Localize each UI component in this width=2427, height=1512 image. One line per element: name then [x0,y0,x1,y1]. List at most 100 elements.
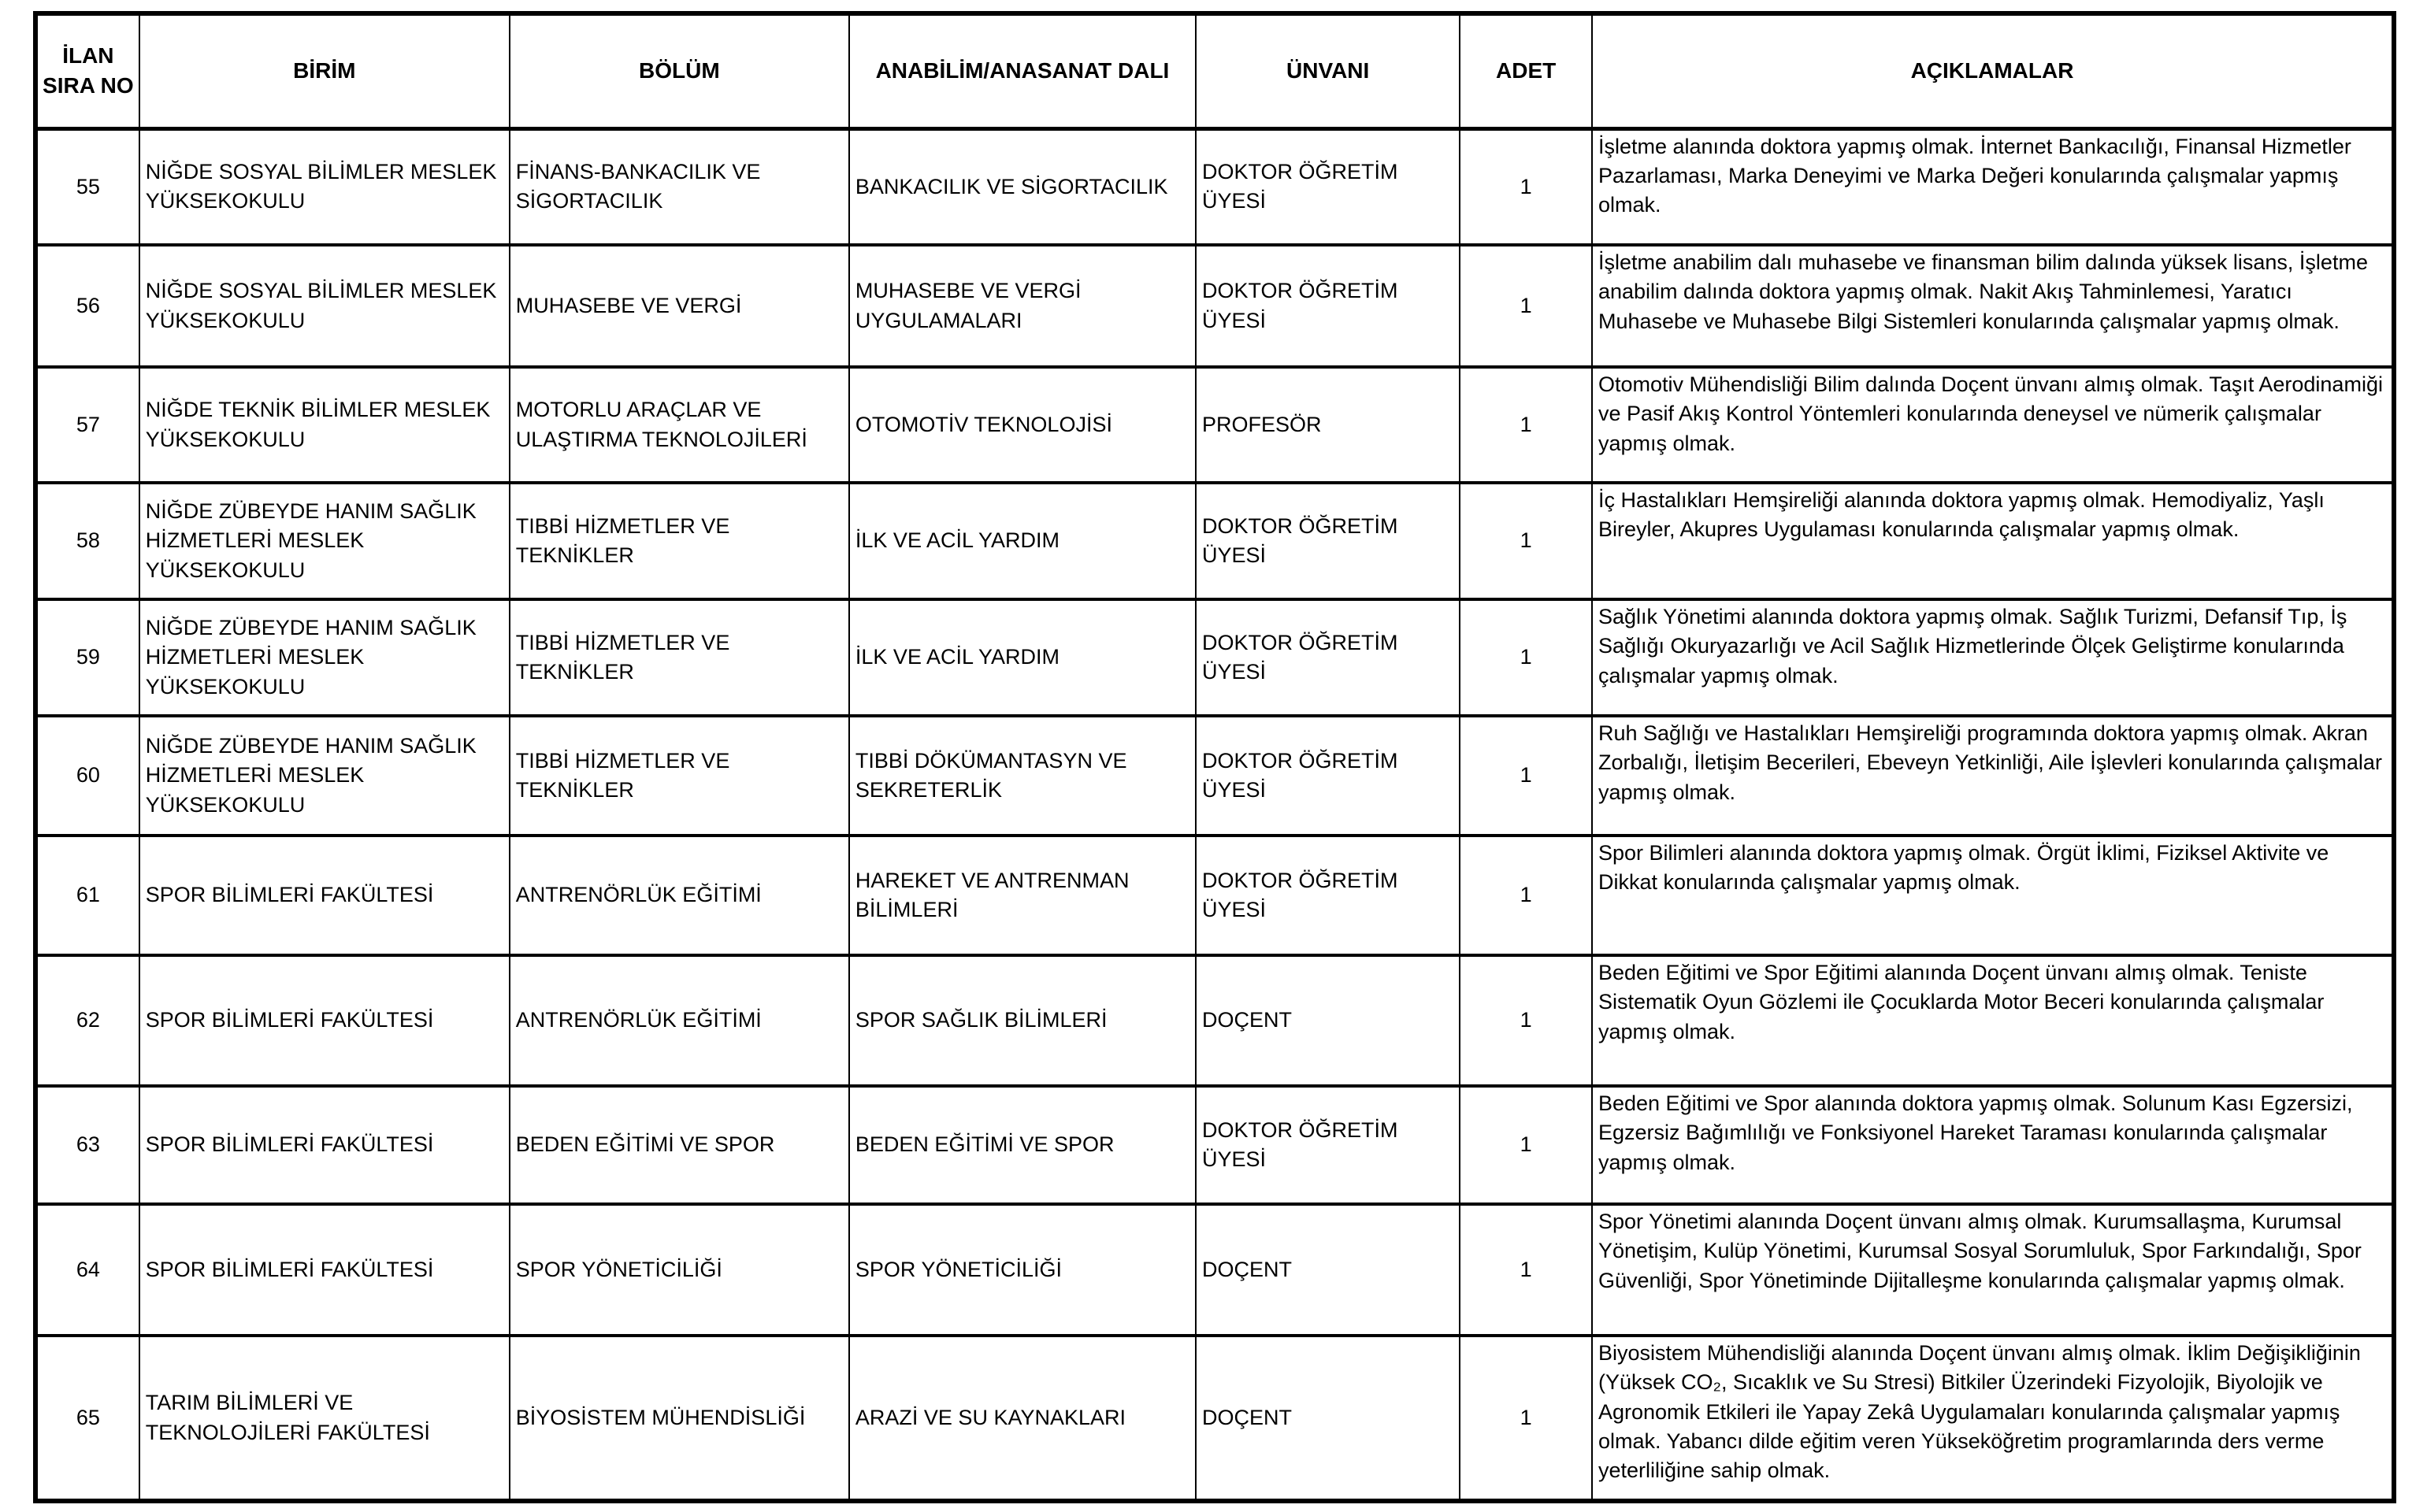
cell-anabilim: HAREKET VE ANTRENMAN BİLİMLERİ [848,834,1197,957]
cell-unvani: DOÇENT [1195,1334,1461,1503]
cell-birim: NİĞDE SOSYAL BİLİMLER MESLEK YÜKSEKOKULU [138,127,510,246]
cell-birim: NİĞDE ZÜBEYDE HANIM SAĞLIK HİZMETLERİ ME… [138,598,510,717]
cell-adet: 1 [1459,954,1593,1088]
column-header-bolum: BÖLÜM [508,13,850,131]
cell-adet: 1 [1459,1203,1593,1337]
column-header-unvani: ÜNVANI [1195,13,1461,131]
cell-bolum: FİNANS-BANKACILIK VE SİGORTACILIK [508,127,850,246]
cell-unvani: DOKTOR ÖĞRETİM ÜYESİ [1195,714,1461,837]
cell-birim: SPOR BİLİMLERİ FAKÜLTESİ [138,1203,510,1337]
cell-aciklama: Beden Eğitimi ve Spor Eğitimi alanında D… [1590,954,2395,1088]
cell-anabilim: BANKACILIK VE SİGORTACILIK [848,127,1197,246]
cell-adet: 1 [1459,243,1593,369]
cell-ilan-sira-no: 62 [35,954,140,1088]
cell-birim: NİĞDE SOSYAL BİLİMLER MESLEK YÜKSEKOKULU [138,243,510,369]
cell-bolum: TIBBİ HİZMETLER VE TEKNİKLER [508,714,850,837]
cell-anabilim: İLK VE ACİL YARDIM [848,481,1197,601]
cell-unvani: DOKTOR ÖĞRETİM ÜYESİ [1195,481,1461,601]
cell-anabilim: SPOR SAĞLIK BİLİMLERİ [848,954,1197,1088]
column-header-aciklamalar: AÇIKLAMALAR [1590,13,2395,131]
cell-unvani: DOKTOR ÖĞRETİM ÜYESİ [1195,127,1461,246]
cell-adet: 1 [1459,714,1593,837]
cell-adet: 1 [1459,127,1593,246]
cell-ilan-sira-no: 57 [35,365,140,484]
cell-adet: 1 [1459,598,1593,717]
cell-ilan-sira-no: 59 [35,598,140,717]
cell-aciklama: Otomotiv Mühendisliği Bilim dalında Doçe… [1590,365,2395,484]
table-row: 62 SPOR BİLİMLERİ FAKÜLTESİ ANTRENÖRLÜK … [35,954,2395,1088]
cell-anabilim: BEDEN EĞİTİMİ VE SPOR [848,1084,1197,1206]
cell-anabilim: OTOMOTİV TEKNOLOJİSİ [848,365,1197,484]
cell-aciklama: İşletme anabilim dalı muhasebe ve finans… [1590,243,2395,369]
cell-birim: TARIM BİLİMLERİ VE TEKNOLOJİLERİ FAKÜLTE… [138,1334,510,1503]
cell-bolum: BEDEN EĞİTİMİ VE SPOR [508,1084,850,1206]
cell-adet: 1 [1459,1334,1593,1503]
cell-anabilim: SPOR YÖNETİCİLİĞİ [848,1203,1197,1337]
cell-birim: NİĞDE ZÜBEYDE HANIM SAĞLIK HİZMETLERİ ME… [138,714,510,837]
cell-bolum: TIBBİ HİZMETLER VE TEKNİKLER [508,481,850,601]
cell-aciklama: İç Hastalıkları Hemşireliği alanında dok… [1590,481,2395,601]
header-row: İLAN SIRA NO BİRİM BÖLÜM ANABİLİM/ANASAN… [35,13,2395,131]
column-header-birim: BİRİM [138,13,510,131]
cell-birim: SPOR BİLİMLERİ FAKÜLTESİ [138,834,510,957]
cell-bolum: ANTRENÖRLÜK EĞİTİMİ [508,954,850,1088]
cell-ilan-sira-no: 58 [35,481,140,601]
cell-birim: NİĞDE ZÜBEYDE HANIM SAĞLIK HİZMETLERİ ME… [138,481,510,601]
cell-anabilim: İLK VE ACİL YARDIM [848,598,1197,717]
cell-ilan-sira-no: 63 [35,1084,140,1206]
cell-bolum: MOTORLU ARAÇLAR VE ULAŞTIRMA TEKNOLOJİLE… [508,365,850,484]
cell-unvani: DOÇENT [1195,954,1461,1088]
cell-unvani: DOKTOR ÖĞRETİM ÜYESİ [1195,598,1461,717]
cell-unvani: DOKTOR ÖĞRETİM ÜYESİ [1195,834,1461,957]
cell-anabilim: MUHASEBE VE VERGİ UYGULAMALARI [848,243,1197,369]
table-header: İLAN SIRA NO BİRİM BÖLÜM ANABİLİM/ANASAN… [35,13,2395,131]
cell-bolum: TIBBİ HİZMETLER VE TEKNİKLER [508,598,850,717]
cell-ilan-sira-no: 55 [35,127,140,246]
cell-unvani: PROFESÖR [1195,365,1461,484]
cell-birim: SPOR BİLİMLERİ FAKÜLTESİ [138,954,510,1088]
cell-unvani: DOKTOR ÖĞRETİM ÜYESİ [1195,1084,1461,1206]
table-row: 55 NİĞDE SOSYAL BİLİMLER MESLEK YÜKSEKOK… [35,127,2395,246]
column-header-ilan-sira-no: İLAN SIRA NO [35,13,140,131]
table-body: 55 NİĞDE SOSYAL BİLİMLER MESLEK YÜKSEKOK… [35,127,2395,1503]
cell-aciklama: Spor Yönetimi alanında Doçent ünvanı alm… [1590,1203,2395,1337]
cell-adet: 1 [1459,1084,1593,1206]
cell-anabilim: TIBBİ DÖKÜMANTASYN VE SEKRETERLİK [848,714,1197,837]
cell-unvani: DOÇENT [1195,1203,1461,1337]
cell-unvani: DOKTOR ÖĞRETİM ÜYESİ [1195,243,1461,369]
cell-aciklama: Sağlık Yönetimi alanında doktora yapmış … [1590,598,2395,717]
table-row: 57 NİĞDE TEKNİK BİLİMLER MESLEK YÜKSEKOK… [35,365,2395,484]
cell-bolum: MUHASEBE VE VERGİ [508,243,850,369]
table-row: 61 SPOR BİLİMLERİ FAKÜLTESİ ANTRENÖRLÜK … [35,834,2395,957]
table-row: 64 SPOR BİLİMLERİ FAKÜLTESİ SPOR YÖNETİC… [35,1203,2395,1337]
table-row: 63 SPOR BİLİMLERİ FAKÜLTESİ BEDEN EĞİTİM… [35,1084,2395,1206]
table-row: 65 TARIM BİLİMLERİ VE TEKNOLOJİLERİ FAKÜ… [35,1334,2395,1503]
cell-aciklama: Spor Bilimleri alanında doktora yapmış o… [1590,834,2395,957]
cell-aciklama: Ruh Sağlığı ve Hastalıkları Hemşireliği … [1590,714,2395,837]
cell-bolum: BİYOSİSTEM MÜHENDİSLİĞİ [508,1334,850,1503]
cell-adet: 1 [1459,481,1593,601]
table-row: 58 NİĞDE ZÜBEYDE HANIM SAĞLIK HİZMETLERİ… [35,481,2395,601]
cell-anabilim: ARAZİ VE SU KAYNAKLARI [848,1334,1197,1503]
cell-bolum: SPOR YÖNETİCİLİĞİ [508,1203,850,1337]
job-postings-table: İLAN SIRA NO BİRİM BÖLÜM ANABİLİM/ANASAN… [33,11,2396,1503]
cell-ilan-sira-no: 64 [35,1203,140,1337]
table-row: 60 NİĞDE ZÜBEYDE HANIM SAĞLIK HİZMETLERİ… [35,714,2395,837]
cell-aciklama: Beden Eğitimi ve Spor alanında doktora y… [1590,1084,2395,1206]
table-row: 59 NİĞDE ZÜBEYDE HANIM SAĞLIK HİZMETLERİ… [35,598,2395,717]
cell-adet: 1 [1459,365,1593,484]
cell-ilan-sira-no: 61 [35,834,140,957]
column-header-anabilim: ANABİLİM/ANASANAT DALI [848,13,1197,131]
cell-ilan-sira-no: 60 [35,714,140,837]
cell-aciklama: İşletme alanında doktora yapmış olmak. İ… [1590,127,2395,246]
cell-bolum: ANTRENÖRLÜK EĞİTİMİ [508,834,850,957]
cell-ilan-sira-no: 56 [35,243,140,369]
cell-ilan-sira-no: 65 [35,1334,140,1503]
cell-adet: 1 [1459,834,1593,957]
cell-birim: SPOR BİLİMLERİ FAKÜLTESİ [138,1084,510,1206]
cell-birim: NİĞDE TEKNİK BİLİMLER MESLEK YÜKSEKOKULU [138,365,510,484]
table-row: 56 NİĞDE SOSYAL BİLİMLER MESLEK YÜKSEKOK… [35,243,2395,369]
column-header-adet: ADET [1459,13,1593,131]
cell-aciklama: Biyosistem Mühendisliği alanında Doçent … [1590,1334,2395,1503]
